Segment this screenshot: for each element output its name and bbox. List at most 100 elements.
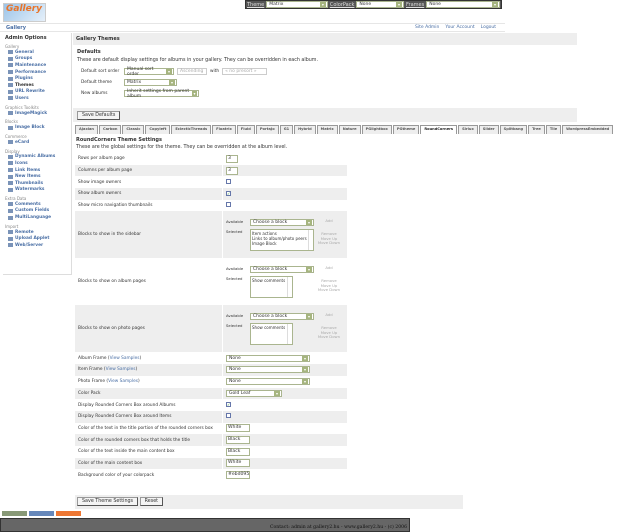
new-albums-select[interactable]: Inherit settings from parent album ▾	[124, 89, 199, 99]
item-frame-view-samples-link[interactable]: View Samples	[105, 367, 136, 373]
selected-block-item[interactable]: Links to album/photo peers	[252, 235, 307, 241]
show-album-owners-checkbox[interactable]: ✓	[226, 190, 231, 196]
sidebar-item-multilanguage[interactable]: MultiLanguage	[5, 214, 69, 221]
your-account-link[interactable]: Your Account	[445, 25, 475, 30]
move-up-button[interactable]: Move Up	[320, 282, 338, 288]
show-image-owners-checkbox[interactable]	[226, 178, 231, 184]
selected-blocks-list[interactable]: Show comments	[250, 322, 293, 345]
sidebar-item-custom-fields[interactable]: Custom Fields	[5, 208, 69, 215]
list-scrollbar[interactable]	[287, 276, 292, 297]
tab-tile[interactable]: Tile	[545, 125, 562, 134]
remove-button[interactable]: Remove	[321, 324, 337, 330]
move-up-button[interactable]: Move Up	[320, 329, 338, 335]
badge-php[interactable]	[29, 511, 54, 516]
logout-link[interactable]: Logout	[480, 25, 497, 30]
rc-items-checkbox[interactable]	[226, 413, 231, 419]
tab-fluid[interactable]: Fluid	[236, 125, 255, 134]
badge-rss[interactable]	[56, 511, 81, 516]
sidebar-item-url-rewrite[interactable]: URL Rewrite	[5, 89, 69, 96]
selected-blocks-list[interactable]: Item actions Links to album/photo peers Im…	[250, 228, 314, 251]
photo-frame-view-samples-link[interactable]: View Samples	[108, 379, 138, 385]
tab-tree[interactable]: Tree	[528, 125, 545, 134]
sidebar-item-web-server[interactable]: Web/Server	[5, 242, 69, 249]
rc-albums-checkbox[interactable]: ✓	[226, 402, 231, 408]
frames-select[interactable]: None ▾	[426, 1, 500, 8]
available-block-select[interactable]: Choose a block ▾	[250, 265, 314, 273]
theme-select[interactable]: Matrix ▾	[266, 1, 328, 8]
tab-pgtheme[interactable]: PGtheme	[392, 125, 420, 134]
selected-blocks-list[interactable]: Show comments	[250, 275, 293, 298]
tab-wordpressembedded[interactable]: WordpressEmbedded	[562, 125, 614, 134]
remove-button[interactable]: Remove	[321, 230, 337, 236]
tab-ajaxian[interactable]: Ajaxian	[75, 125, 98, 134]
title-box-color-input[interactable]: Black	[226, 436, 250, 445]
presort-select[interactable]: « no presort »	[222, 68, 268, 75]
sidebar-item-groups[interactable]: Groups	[5, 56, 69, 63]
reset-button[interactable]: Reset	[139, 497, 164, 506]
sidebar-item-themes[interactable]: Themes	[5, 82, 69, 89]
move-down-button[interactable]: Move Down	[317, 334, 341, 340]
move-down-button[interactable]: Move Down	[317, 240, 341, 246]
tab-matrix[interactable]: Matrix	[316, 125, 338, 134]
save-defaults-button[interactable]: Save Defaults	[77, 111, 121, 120]
tab-classic[interactable]: Classic	[122, 125, 145, 134]
save-theme-settings-button[interactable]: Save Theme Settings	[77, 497, 139, 506]
add-block-button[interactable]: Add	[325, 264, 333, 270]
selected-block-item[interactable]: Show comments	[252, 324, 286, 330]
list-scrollbar[interactable]	[308, 229, 313, 250]
move-up-button[interactable]: Move Up	[320, 235, 338, 241]
sidebar-item-upload-applet[interactable]: Upload Applet	[5, 235, 69, 242]
sidebar-item-dynamic-albums[interactable]: Dynamic Albums	[5, 154, 69, 161]
default-theme-select[interactable]: Matrix ▾	[124, 79, 177, 86]
sidebar-item-ecard[interactable]: eCard	[5, 139, 69, 146]
selected-block-item[interactable]: Show comments	[252, 277, 286, 283]
tab-siriux[interactable]: Siriux	[458, 125, 478, 134]
rows-per-page-input[interactable]: 3	[226, 154, 238, 163]
content-box-color-input[interactable]: White	[226, 459, 250, 468]
micro-nav-checkbox[interactable]	[226, 202, 231, 208]
tab-hybrid[interactable]: Hybrid	[294, 125, 316, 134]
tab-portajo[interactable]: PortaJo	[255, 125, 279, 134]
available-block-select[interactable]: Choose a block ▾	[250, 218, 314, 226]
sidebar-item-watermarks[interactable]: Watermarks	[5, 187, 69, 194]
tab-pglightbox[interactable]: PGlightbox	[361, 125, 392, 134]
available-block-select[interactable]: Choose a block ▾	[250, 312, 314, 320]
list-scrollbar[interactable]	[287, 323, 292, 344]
sort-direction-select[interactable]: Ascending	[177, 68, 207, 75]
tab-carbon[interactable]: Carbon	[98, 125, 122, 134]
gallery-logo[interactable]: Gallery	[3, 3, 46, 22]
sidebar-item-general[interactable]: General	[5, 49, 69, 56]
tab-floatrix[interactable]: Floatrix	[212, 125, 236, 134]
sidebar-item-new-items[interactable]: New Items	[5, 173, 69, 180]
bg-color-input[interactable]: #ebd095	[226, 471, 250, 480]
color-pack-select[interactable]: Gold Leaf ▾	[226, 389, 282, 397]
tab-eclecticthreads[interactable]: EclecticThreads	[171, 125, 212, 134]
title-text-color-input[interactable]: White	[226, 424, 250, 433]
add-block-button[interactable]: Add	[325, 217, 333, 223]
sidebar-item-remote[interactable]: Remote	[5, 229, 69, 236]
selected-block-item[interactable]: Image Block	[252, 240, 277, 246]
sidebar-item-imagemagick[interactable]: ImageMagick	[5, 110, 69, 117]
sidebar-item-thumbnails[interactable]: Thumbnails	[5, 180, 69, 187]
tab-nature[interactable]: Nature	[338, 125, 361, 134]
content-text-color-input[interactable]: Black	[226, 447, 250, 456]
site-admin-link[interactable]: Site Admin	[415, 25, 440, 30]
tab-splitbang[interactable]: Splitbang	[499, 125, 528, 134]
sidebar-item-icons[interactable]: Icons	[5, 160, 69, 167]
sidebar-item-users[interactable]: Users	[5, 95, 69, 102]
photo-frame-select[interactable]: None ▾	[226, 378, 310, 386]
album-frame-select[interactable]: None ▾	[226, 354, 310, 362]
selected-block-item[interactable]: Item actions	[252, 230, 277, 236]
sidebar-item-comments[interactable]: Comments	[5, 201, 69, 208]
move-down-button[interactable]: Move Down	[317, 287, 341, 293]
breadcrumb[interactable]: Gallery	[6, 25, 27, 31]
tab-copyleft[interactable]: Copyleft	[145, 125, 171, 134]
sidebar-item-performance[interactable]: Performance	[5, 69, 69, 76]
sidebar-item-image-block[interactable]: Image Block	[5, 124, 69, 131]
item-frame-select[interactable]: None ▾	[226, 366, 310, 374]
sidebar-item-link-items[interactable]: Link Items	[5, 167, 69, 174]
sidebar-item-maintenance[interactable]: Maintenance	[5, 62, 69, 69]
add-block-button[interactable]: Add	[325, 311, 333, 317]
sort-order-select[interactable]: Manual sort order ▾	[124, 67, 174, 77]
sidebar-item-plugins[interactable]: Plugins	[5, 75, 69, 82]
